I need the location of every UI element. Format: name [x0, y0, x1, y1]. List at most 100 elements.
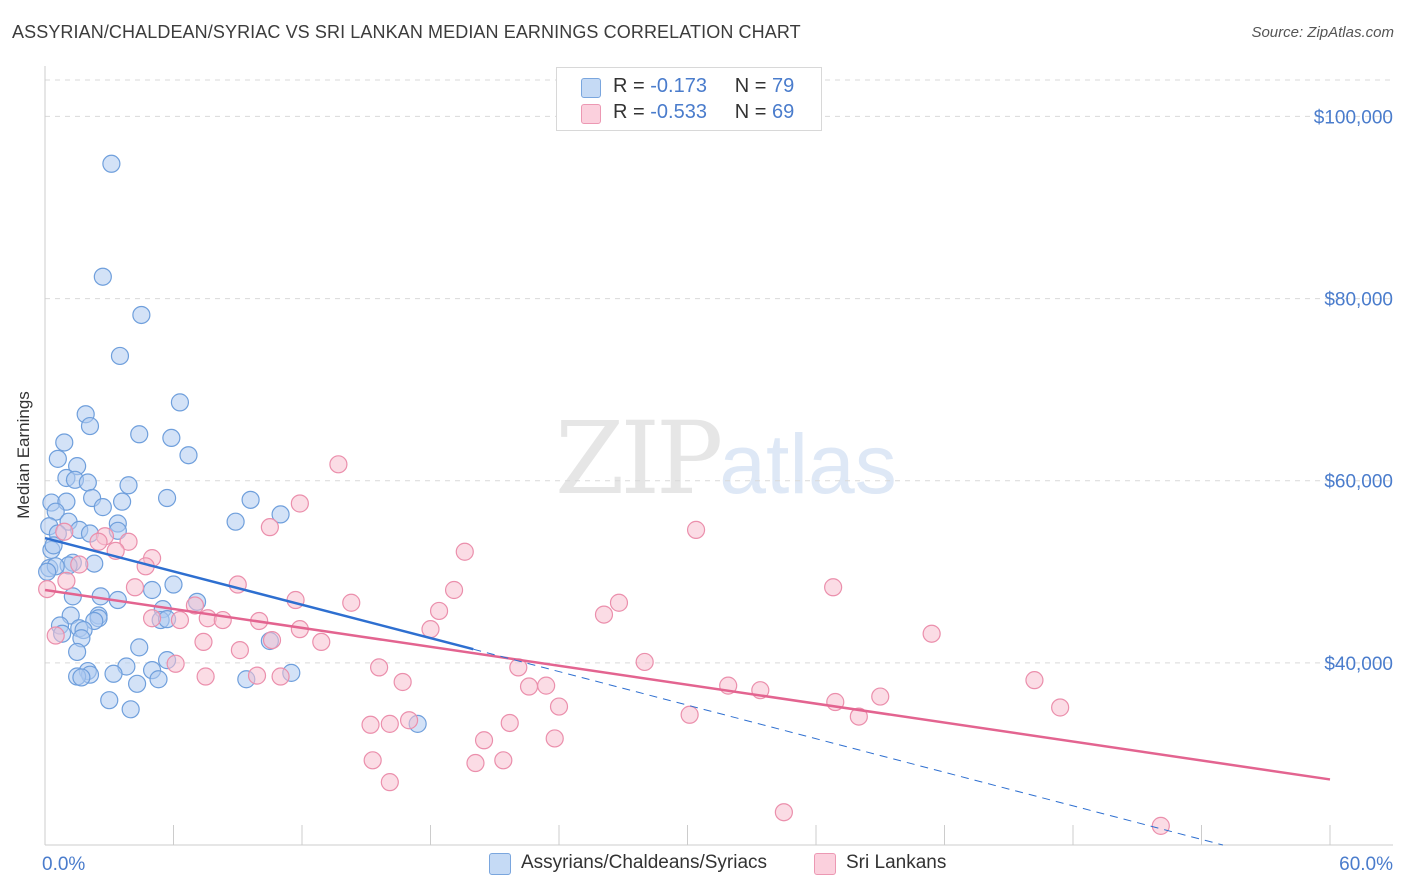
- point-srilankans: [89, 532, 108, 551]
- x-tick-label: 0.0%: [42, 854, 85, 875]
- point-assyrians: [110, 346, 130, 366]
- point-srilankans: [549, 697, 569, 716]
- point-srilankans: [545, 729, 564, 748]
- legend-swatch-pink: [581, 104, 601, 124]
- legend-r-value: -0.533: [650, 101, 707, 123]
- series-assyrians-points: [38, 154, 427, 733]
- point-srilankans: [262, 630, 282, 650]
- point-srilankans: [680, 705, 699, 724]
- point-assyrians: [55, 433, 74, 452]
- point-assyrians: [157, 488, 177, 508]
- y-tick-label: $80,000: [1324, 290, 1393, 311]
- point-srilankans: [55, 522, 74, 541]
- legend-n-label: N =: [734, 101, 767, 123]
- point-assyrians: [119, 476, 138, 495]
- point-assyrians: [121, 700, 140, 719]
- axes: [44, 66, 1393, 846]
- point-srilankans: [286, 590, 305, 610]
- point-srilankans: [170, 610, 190, 630]
- watermark-atlas: atlas: [719, 417, 897, 511]
- point-srilankans: [399, 711, 419, 730]
- point-srilankans: [594, 605, 614, 624]
- point-srilankans: [609, 593, 629, 612]
- point-srilankans: [46, 626, 65, 645]
- trend-lines: [44, 536, 1331, 846]
- point-srilankans: [871, 687, 890, 706]
- series-srilankans-points: [38, 455, 1170, 835]
- chart-title: ASSYRIAN/CHALDEAN/SYRIAC VS SRI LANKAN M…: [12, 22, 801, 42]
- point-srilankans: [260, 518, 279, 537]
- point-srilankans: [230, 641, 249, 660]
- correlation-legend: R = -0.173 N = 79 R = -0.533 N = 69: [556, 67, 822, 131]
- point-srilankans: [194, 632, 213, 652]
- point-srilankans: [1151, 816, 1170, 835]
- point-srilankans: [290, 494, 309, 513]
- point-assyrians: [93, 267, 112, 286]
- point-assyrians: [132, 305, 151, 325]
- y-tick-label: $100,000: [1314, 107, 1393, 128]
- point-srilankans: [635, 652, 654, 672]
- legend-r-label: R =: [613, 75, 645, 97]
- legend-n-value: 69: [772, 101, 795, 123]
- y-tick-label: $60,000: [1324, 472, 1393, 493]
- point-srilankans: [342, 593, 361, 612]
- point-assyrians: [78, 473, 97, 492]
- point-assyrians: [162, 428, 181, 448]
- legend-n-label: N =: [734, 75, 767, 97]
- watermark-zip: ZIP: [555, 400, 723, 517]
- point-assyrians: [112, 492, 132, 511]
- point-srilankans: [1051, 698, 1070, 717]
- point-srilankans: [494, 751, 513, 770]
- grid-lines: [45, 79, 1393, 664]
- point-assyrians: [63, 587, 82, 606]
- point-assyrians: [72, 668, 91, 687]
- point-assyrians: [149, 670, 168, 689]
- point-srilankans: [393, 672, 412, 692]
- legend-swatch-pink: [814, 853, 836, 875]
- legend-swatch-blue: [489, 853, 511, 875]
- point-assyrians: [80, 416, 100, 436]
- tick-labels: $40,000 $60,000 $80,000 $100,000 0.0% 60.0%: [42, 107, 1393, 875]
- zipatlas-watermark: ZIPatlas: [555, 400, 897, 517]
- point-srilankans: [380, 773, 399, 792]
- point-srilankans: [1025, 671, 1044, 690]
- point-srilankans: [185, 596, 205, 615]
- point-srilankans: [444, 580, 464, 600]
- point-srilankans: [824, 578, 843, 597]
- point-assyrians: [164, 575, 183, 594]
- point-srilankans: [474, 731, 494, 750]
- point-srilankans: [455, 542, 474, 561]
- point-srilankans: [922, 624, 941, 643]
- point-srilankans: [519, 677, 539, 696]
- point-assyrians: [130, 425, 149, 444]
- legend-label-assyrians: Assyrians/Chaldeans/Syriacs: [521, 852, 768, 873]
- legend-r-label: R =: [613, 101, 645, 123]
- point-srilankans: [370, 658, 389, 677]
- point-assyrians: [127, 674, 147, 693]
- point-assyrians: [102, 154, 121, 173]
- point-assyrians: [226, 512, 245, 531]
- point-assyrians: [179, 446, 198, 465]
- point-assyrians: [241, 490, 260, 509]
- point-srilankans: [363, 751, 382, 770]
- trend-line-srilankans: [44, 588, 1331, 781]
- point-assyrians: [93, 498, 112, 517]
- point-srilankans: [329, 455, 348, 474]
- legend-n-value: 79: [772, 75, 795, 97]
- point-srilankans: [421, 620, 440, 639]
- point-srilankans: [271, 667, 290, 686]
- point-srilankans: [774, 803, 793, 822]
- legend-label-srilankans: Sri Lankans: [846, 852, 947, 873]
- point-srilankans: [119, 532, 138, 551]
- point-srilankans: [500, 713, 519, 733]
- point-srilankans: [380, 714, 399, 733]
- legend-r-value: -0.173: [650, 75, 707, 97]
- point-srilankans: [466, 753, 485, 773]
- point-assyrians: [142, 580, 162, 600]
- point-srilankans: [312, 632, 331, 652]
- trend-line-assyrians-extension: [473, 648, 1224, 846]
- point-srilankans: [70, 555, 89, 574]
- point-assyrians: [48, 449, 67, 468]
- x-tick-label: 60.0%: [1339, 854, 1393, 875]
- point-srilankans: [196, 667, 215, 686]
